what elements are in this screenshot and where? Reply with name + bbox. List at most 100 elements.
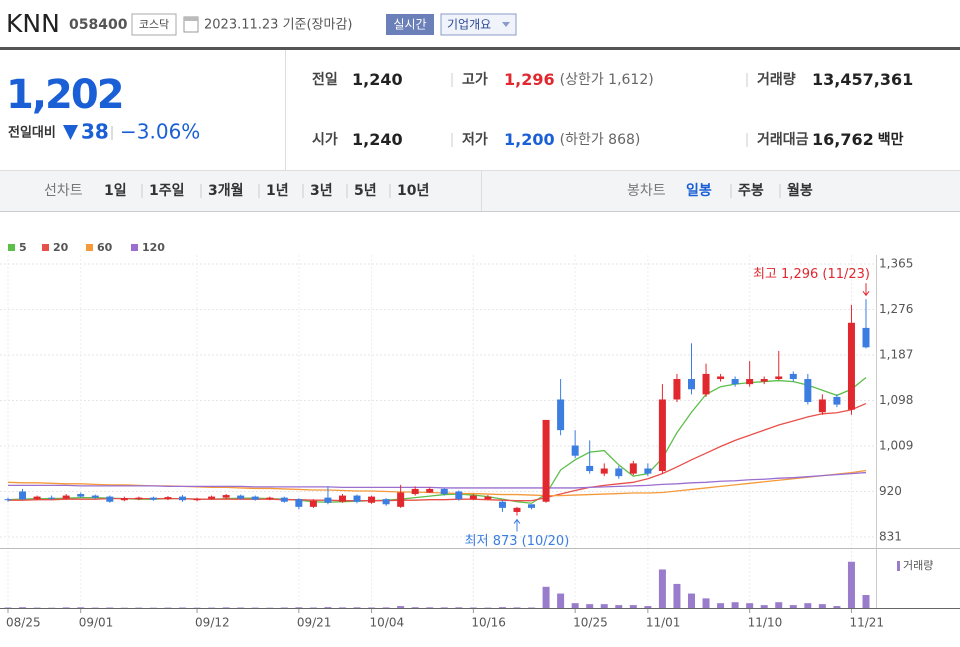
volume-bar [746, 603, 754, 608]
stock-code: 058400 [69, 17, 128, 33]
candle-body [324, 497, 332, 503]
market-label: 코스닥 [139, 18, 169, 31]
down-triangle [63, 125, 78, 140]
candle-body [557, 399, 565, 431]
candle-body [644, 468, 652, 474]
quote-value: 13,457,361 [812, 70, 913, 89]
candle-body [731, 379, 739, 385]
candle-body [498, 501, 506, 508]
quote-label: 거래량 [757, 72, 796, 88]
volume-bar [571, 603, 579, 608]
x-tick-label: 09/21 [297, 616, 332, 630]
line-tab[interactable]: 5년 [354, 183, 377, 199]
candle-body [106, 496, 114, 502]
tabs: 선차트 1일 1주일 3개월 1년 3년 5년 10년 봉차트 일봉 주봉 월봉 [44, 182, 813, 199]
legend-swatch [86, 244, 93, 251]
legend-swatch [131, 244, 138, 251]
candle-body [862, 327, 870, 348]
candle-body [760, 379, 768, 382]
line-tab[interactable]: 3년 [310, 183, 333, 199]
x-tick-label: 11/01 [646, 616, 681, 630]
quote-value-group: 13,457,361 [812, 70, 913, 89]
candle-body [513, 507, 521, 512]
candle-body [237, 495, 245, 499]
quote-label: 고가 [462, 72, 488, 88]
quote-value: 16,762 [812, 130, 874, 149]
volume-bar [498, 607, 506, 608]
candle-tab[interactable]: 월봉 [787, 182, 813, 199]
candle-body [469, 495, 477, 500]
quote-label: 거래대금 [757, 132, 809, 148]
candle-body [368, 496, 376, 503]
tab-group-label: 봉차트 [627, 183, 666, 199]
volume-bar [426, 607, 434, 608]
volume-bar [295, 607, 303, 608]
y-tick-label: 1,365 [879, 257, 913, 271]
legend-swatch [42, 244, 49, 251]
x-tick-label: 10/25 [573, 616, 608, 630]
candle-body [193, 498, 201, 501]
candle-body [717, 376, 725, 380]
volume-bar [455, 607, 463, 608]
line-tab[interactable]: 3개월 [208, 182, 244, 199]
volume-bar [775, 602, 783, 608]
candle-body [586, 465, 594, 472]
volume-legend-swatch [897, 561, 900, 571]
candle-body [382, 499, 390, 505]
quote-value-group: 1,240 [352, 70, 403, 89]
y-tick-label: 831 [879, 530, 902, 544]
y-tick-label: 1,187 [879, 348, 913, 362]
dropdown-arrow [502, 22, 510, 27]
date-label: 2023.11.23 기준(장마감) [204, 18, 353, 33]
candle-body [353, 495, 361, 502]
candle-body [91, 495, 99, 498]
candle-body [673, 379, 681, 400]
line-tab[interactable]: 10년 [397, 183, 429, 199]
overview-label[interactable]: 기업개요 [447, 18, 491, 32]
quote-unit: 백만 [878, 132, 904, 148]
candle-body [484, 496, 492, 500]
candle-body [164, 497, 172, 500]
candle-body [702, 373, 710, 395]
calendar-icon [183, 16, 199, 33]
header-rule [0, 47, 960, 50]
tab-bar [0, 170, 960, 212]
current-price: 1,202 [6, 72, 123, 118]
candle-body [528, 504, 536, 508]
quote-value: 1,200 [504, 130, 555, 149]
candle-tab[interactable]: 일봉 [686, 183, 712, 199]
line-tab[interactable]: 1주일 [149, 183, 185, 199]
candle-body [338, 495, 346, 502]
candle-body [208, 496, 216, 499]
candle-body [600, 468, 608, 474]
overview-button[interactable] [440, 13, 517, 36]
realtime-label[interactable]: 실시간 [393, 18, 426, 32]
realtime-button[interactable] [386, 14, 434, 35]
line-tab[interactable]: 1일 [104, 183, 127, 199]
low-annotation: 최저 873 (10/20) [465, 534, 570, 549]
volume-bar [77, 607, 85, 608]
quote-note: (상한가 1,612) [560, 72, 654, 88]
volume-bar [847, 561, 855, 608]
x-tick-label: 11/10 [748, 616, 783, 630]
volume-bar [658, 569, 666, 608]
candle-tab[interactable]: 주봉 [738, 183, 764, 199]
volume-bar [615, 605, 623, 608]
quote-table: 전일 1,240 고가 1,296 (상한가 1,612) 거래량 13,457,361 시가… [312, 70, 913, 149]
candle-body [542, 419, 550, 502]
candle-body [775, 376, 783, 380]
candle-body [266, 497, 274, 500]
candle-body [615, 468, 623, 477]
volume-bar [338, 607, 346, 608]
legend-label: 20 [53, 241, 69, 254]
candle-body [149, 497, 157, 500]
volume-bar [586, 604, 594, 608]
candle-body [411, 488, 419, 495]
candle-body [280, 497, 288, 502]
quote-note: (하한가 868) [560, 132, 641, 148]
line-tab[interactable]: 1년 [266, 183, 289, 199]
y-tick-label: 1,098 [879, 393, 913, 407]
candle-body [48, 497, 56, 499]
volume-bar [62, 607, 70, 608]
